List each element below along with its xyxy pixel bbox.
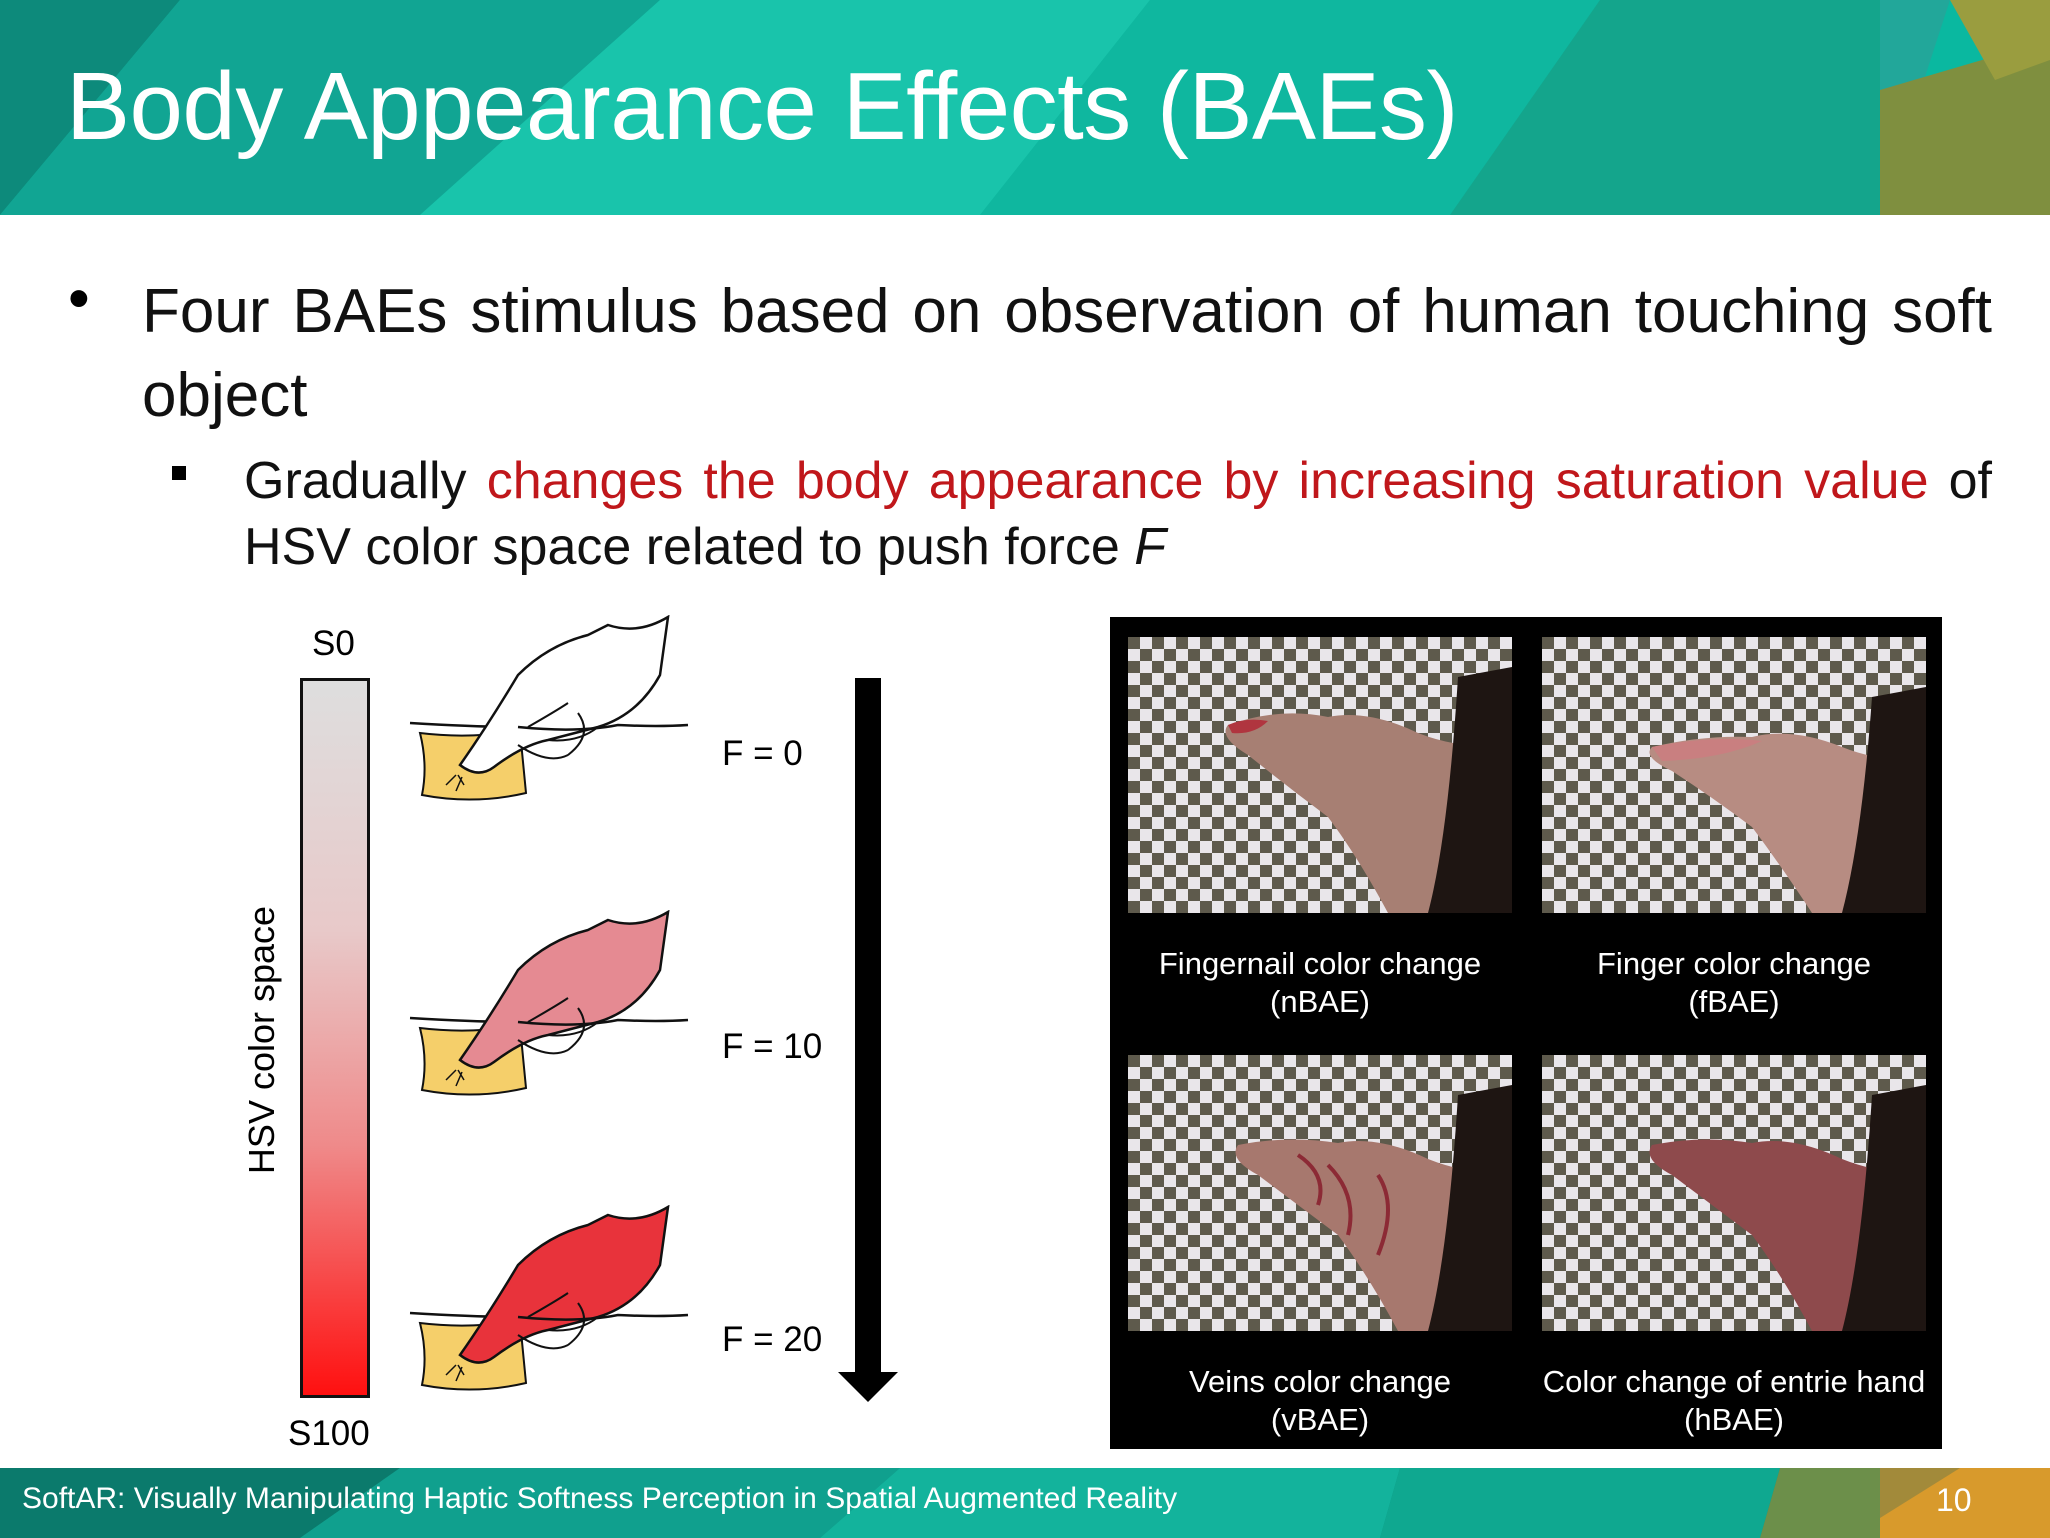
caption-fbae-line1: Finger color change xyxy=(1597,946,1871,981)
slide-title: Body Appearance Effects (BAEs) xyxy=(66,53,1459,160)
force-label-10: F = 10 xyxy=(722,1027,823,1066)
caption-vbae: Veins color change (vBAE) xyxy=(1112,1363,1528,1439)
photo-fbae xyxy=(1542,637,1926,913)
bullet-2-text: Gradually changes the body appearance by… xyxy=(244,448,1992,580)
force-arrow-head xyxy=(838,1372,898,1402)
saturation-gradient-bar xyxy=(300,678,370,1398)
bullet-2-start: Gradually xyxy=(244,452,487,510)
photo-hbae xyxy=(1542,1055,1926,1331)
caption-hbae: Color change of entrie hand (hBAE) xyxy=(1526,1363,1942,1439)
footer-background xyxy=(0,1468,2050,1538)
caption-hbae-line1: Color change of entrie hand xyxy=(1542,1364,1926,1399)
hsv-axis-label: HSV color space xyxy=(241,905,282,1175)
saturation-top-label: S0 xyxy=(312,624,355,663)
header-background xyxy=(0,0,2050,215)
caption-vbae-line1: Veins color change xyxy=(1189,1364,1451,1399)
bae-photo-panel: Fingernail color change (nBAE) Finger co… xyxy=(1110,617,1942,1449)
footer-band: SoftAR: Visually Manipulating Haptic Sof… xyxy=(0,1468,2050,1538)
hand-illustration-f0 xyxy=(409,615,689,801)
caption-nbae-line1: Fingernail color change xyxy=(1158,946,1482,981)
bullet-1-text: Four BAEs stimulus based on observation … xyxy=(142,277,1992,430)
page-number: 10 xyxy=(1936,1482,1972,1518)
force-arrow-shaft xyxy=(855,678,881,1378)
footer-title: SoftAR: Visually Manipulating Haptic Sof… xyxy=(22,1482,1178,1515)
bullet-2-highlight: changes the body appearance by increasin… xyxy=(486,452,1929,510)
hand-illustration-f10 xyxy=(409,910,689,1096)
bullet-marker: • xyxy=(68,264,90,333)
bullet-2-var: F xyxy=(1134,518,1167,576)
caption-hbae-line2: (hBAE) xyxy=(1684,1402,1784,1437)
saturation-bottom-label: S100 xyxy=(288,1414,370,1453)
photo-nbae xyxy=(1128,637,1512,913)
bullet-2-mid: of HSV color space related to push force xyxy=(244,452,1992,576)
hand-illustration-f20 xyxy=(409,1205,689,1391)
photo-vbae xyxy=(1128,1055,1512,1331)
force-label-20: F = 20 xyxy=(722,1320,823,1359)
caption-fbae: Finger color change (fBAE) xyxy=(1526,945,1942,1021)
caption-nbae-line2: (nBAE) xyxy=(1270,984,1370,1019)
caption-nbae: Fingernail color change (nBAE) xyxy=(1112,945,1528,1021)
force-label-0: F = 0 xyxy=(722,734,803,773)
caption-vbae-line2: (vBAE) xyxy=(1270,1402,1370,1437)
sub-bullet-marker xyxy=(172,466,186,480)
caption-fbae-line2: (fBAE) xyxy=(1688,984,1780,1019)
header-band: Body Appearance Effects (BAEs) xyxy=(0,0,2050,215)
